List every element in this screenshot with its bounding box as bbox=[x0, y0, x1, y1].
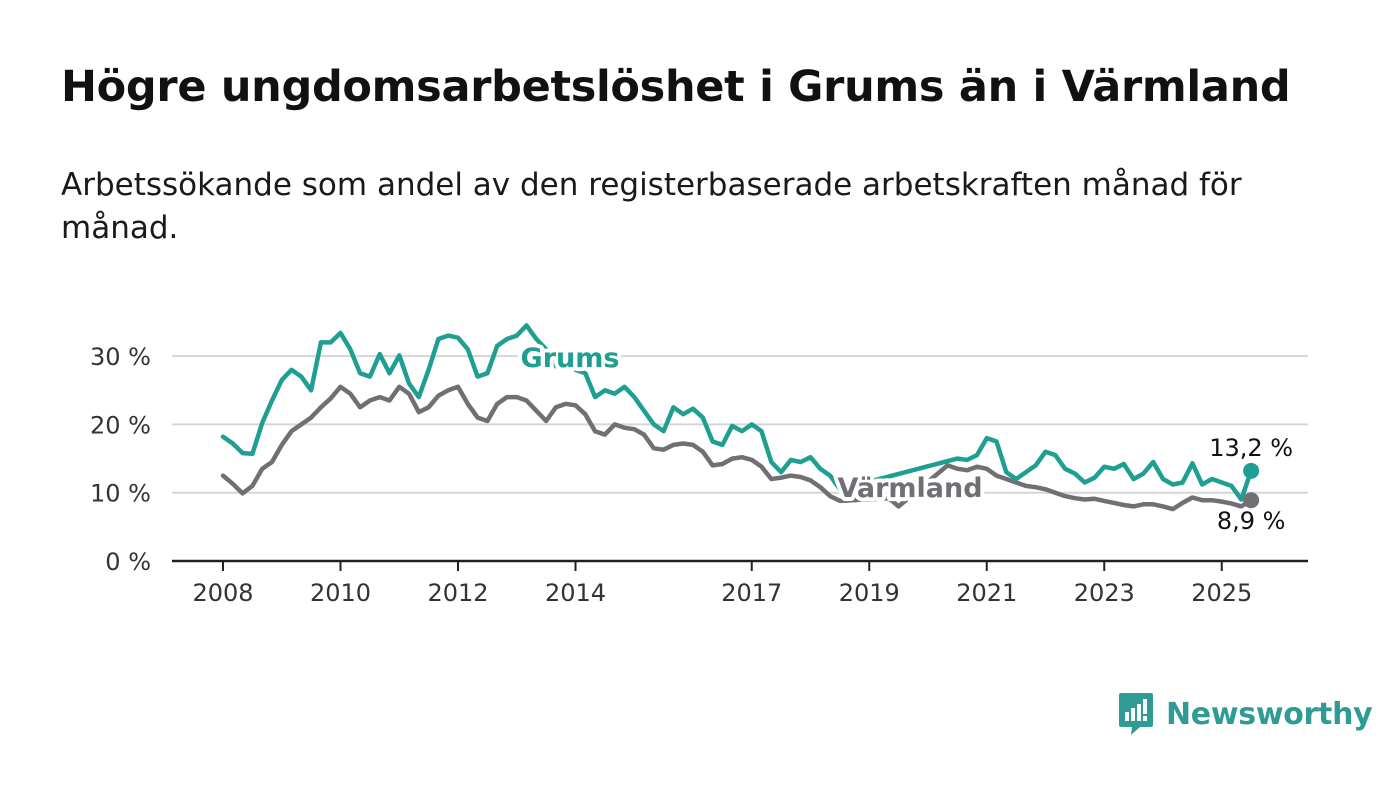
end-label-varmland: 8,9 % bbox=[1217, 507, 1286, 535]
x-tick-label: 2008 bbox=[192, 579, 253, 607]
bar-chart-chat-icon bbox=[1119, 693, 1153, 735]
end-point-varmland bbox=[1243, 492, 1260, 509]
x-tick-label: 2019 bbox=[839, 579, 900, 607]
chart-subtitle: Arbetssökande som andel av den registerb… bbox=[61, 167, 1242, 246]
y-tick-label: 20 % bbox=[90, 411, 151, 439]
y-tick-label: 30 % bbox=[90, 343, 151, 371]
series-line-varmland bbox=[220, 384, 1254, 512]
y-tick-label: 10 % bbox=[90, 480, 151, 508]
x-tick-label: 2012 bbox=[427, 579, 488, 607]
x-tick-label: 2023 bbox=[1074, 579, 1135, 607]
series-line-grums bbox=[220, 323, 1254, 502]
chart-title: Högre ungdomsarbetslöshet i Grums än i V… bbox=[61, 62, 1291, 112]
x-tick-label: 2025 bbox=[1191, 579, 1252, 607]
newsworthy-brand[interactable]: Newsworthy bbox=[1118, 690, 1373, 738]
x-tick-label: 2017 bbox=[721, 579, 782, 607]
brand-name: Newsworthy bbox=[1166, 696, 1373, 732]
series-label-varmland: Värmland bbox=[837, 473, 982, 504]
x-tick-label: 2010 bbox=[310, 579, 371, 607]
x-tick-label: 2014 bbox=[545, 579, 606, 607]
end-point-grums bbox=[1243, 462, 1260, 479]
series-label-grums: Grums bbox=[521, 343, 620, 374]
x-tick-label: 2021 bbox=[956, 579, 1017, 607]
y-tick-label: 0 % bbox=[105, 548, 151, 576]
end-label-grums: 13,2 % bbox=[1209, 434, 1293, 462]
